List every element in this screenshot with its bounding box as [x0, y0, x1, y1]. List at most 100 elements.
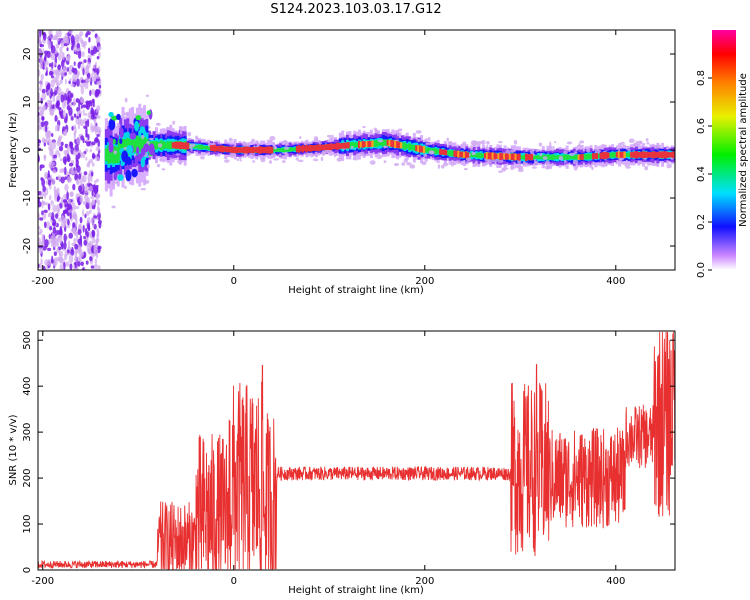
spectrogram-noise-blob	[96, 186, 99, 193]
spectrogram-noise-blob	[41, 178, 46, 187]
spectrogram-noise-blob	[41, 238, 46, 247]
colorbar-tick-label: 0.4	[696, 166, 707, 182]
spectrogram-noise-blob	[56, 38, 60, 42]
spectrogram-band-speckle	[284, 146, 289, 150]
snr-ytick-label: 400	[22, 377, 33, 396]
spectrogram-noise-blob	[98, 84, 102, 89]
spectrogram-noise-blob	[68, 30, 74, 34]
spectrogram-onset-blob	[119, 138, 123, 145]
spectrogram-noise-blob	[64, 203, 68, 208]
spectrogram-band-core	[656, 151, 660, 158]
spectrogram-noise-blob	[82, 112, 88, 116]
spectrogram-onset-blob	[143, 143, 150, 153]
spectrogram-band-green	[104, 148, 108, 162]
spectrogram-noise-blob	[62, 199, 68, 203]
spectrogram-band-core	[528, 154, 532, 161]
spectrogram-band-core	[593, 153, 597, 159]
spectrogram-noise-blob	[79, 119, 85, 127]
spectrogram-band-speckle	[585, 148, 591, 153]
spectrogram-band-core	[324, 144, 327, 151]
spectrogram-band-speckle	[252, 160, 256, 163]
spectrogram-noise-blob	[38, 95, 41, 102]
spectrogram-band-green	[135, 135, 139, 156]
spectrogram-band-speckle	[463, 168, 468, 171]
spectrogram-band-core	[518, 153, 521, 161]
spectrogram-band-speckle	[544, 165, 551, 170]
spectrogram-band-speckle	[447, 141, 454, 146]
spectrogram-band-green	[147, 141, 151, 149]
spectrogram-band-core	[236, 147, 239, 153]
spectrogram-band-core	[630, 151, 633, 158]
spectrogram-band-green	[348, 142, 352, 148]
spectrogram-noise-blob	[64, 183, 69, 192]
spectrogram-noise-blob	[39, 79, 43, 88]
spectrogram-band-speckle	[501, 167, 506, 172]
spectrogram-noise-blob	[42, 265, 46, 270]
spectrogram-band-speckle	[465, 157, 472, 162]
spectrogram-band-speckle	[166, 126, 170, 130]
spectrogram-noise-blob	[39, 62, 43, 70]
spectrogram-noise-blob	[64, 78, 67, 85]
spectrogram-band-speckle	[298, 136, 302, 139]
spectrogram-band-green	[565, 154, 569, 160]
spectrogram-noise-blob	[88, 77, 92, 83]
colorbar-tick-label: 0.0	[696, 262, 707, 278]
spectrogram-band-speckle	[579, 140, 585, 144]
spectrogram-onset-blob	[108, 112, 114, 117]
spectrogram-band-speckle	[224, 159, 230, 163]
spectrogram-noise-blob	[94, 258, 98, 264]
spectrogram-noise-blob	[52, 169, 57, 174]
spectrogram-noise-blob	[77, 62, 81, 69]
spectrogram-band-green	[587, 153, 591, 160]
spectrogram-noise-blob	[47, 203, 51, 211]
spectrogram-onset-blob	[140, 157, 145, 168]
spectrogram-noise-blob	[71, 170, 76, 175]
spectrogram-band-core	[453, 150, 456, 157]
spectrogram-band-core	[607, 152, 610, 159]
spectrogram-band-core	[579, 154, 582, 160]
spectrogram-noise-blob	[63, 209, 67, 214]
spectrogram-band-core	[530, 153, 534, 161]
colorbar-tick-label: 0.8	[696, 70, 707, 86]
spectrogram-noise-blob	[38, 237, 41, 246]
spectrogram-band-core	[601, 152, 604, 160]
spectrogram-onset-blob	[119, 127, 124, 139]
spectrogram-noise-blob	[79, 234, 83, 243]
spectrogram-band-core	[309, 144, 312, 152]
spectrogram-noise-blob	[95, 107, 98, 114]
spectrogram-band-speckle	[326, 134, 333, 138]
spectrogram-band-speckle	[273, 146, 278, 150]
spectrogram-noise-blob	[52, 154, 58, 159]
spectrogram-band-speckle	[415, 130, 422, 134]
spectrogram-band-green	[372, 140, 376, 147]
spectrogram-noise-blob	[44, 239, 49, 248]
spectrogram-noise-blob	[51, 133, 54, 138]
spectrogram-band-speckle	[169, 157, 173, 160]
spectrogram-band-speckle	[406, 162, 412, 166]
spectrogram-band-speckle	[291, 142, 296, 145]
spectrogram-band-speckle	[177, 159, 183, 164]
spectrogram-noise-blob	[98, 221, 102, 229]
spectrogram-noise-blob	[95, 146, 101, 152]
spectrogram-band-core	[265, 146, 268, 154]
spectrogram-noise-blob	[84, 186, 89, 194]
spectrogram-noise-blob	[38, 107, 41, 111]
spectrogram-noise-blob	[41, 210, 44, 216]
spectrogram-band-core	[261, 146, 264, 154]
spectrogram-band-green	[140, 135, 144, 155]
spectrogram-band-speckle	[141, 135, 145, 140]
spectrogram-band-core	[341, 142, 345, 149]
spectrogram-band-speckle	[604, 161, 609, 167]
spectrogram-band-speckle	[124, 97, 128, 103]
spectrogram-band-speckle	[233, 138, 237, 142]
spectrogram-band-speckle	[314, 151, 318, 156]
spectrogram-band-speckle	[358, 151, 365, 156]
spectrogram-band-core	[483, 153, 487, 159]
spectrogram-band-core	[388, 140, 391, 147]
spectrogram-band-green	[572, 154, 576, 160]
spectrogram-band-green	[112, 145, 116, 164]
spectrogram-band-speckle	[657, 144, 662, 147]
spectrogram-noise-blob	[67, 218, 70, 226]
spectrogram-band-speckle	[194, 135, 199, 140]
spectrogram-onset-blob	[117, 174, 124, 181]
